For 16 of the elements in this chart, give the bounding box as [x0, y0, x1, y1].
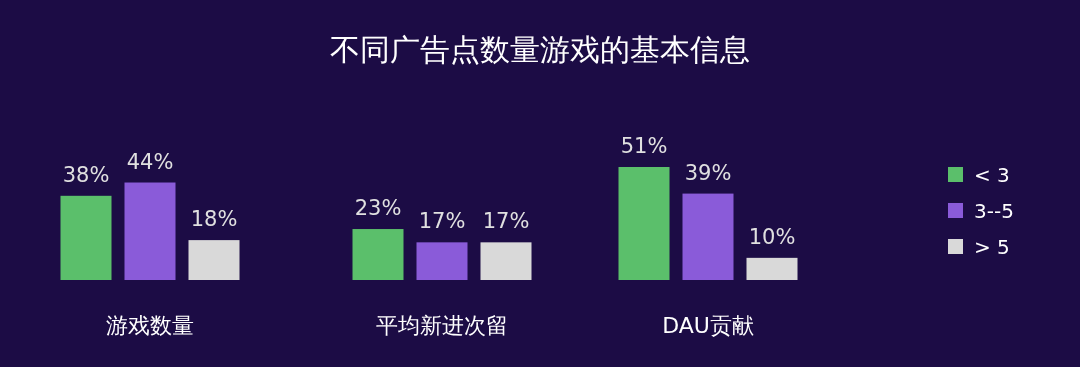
data-label: 44% — [126, 149, 174, 174]
data-label: 23% — [354, 196, 402, 221]
data-label: 38% — [62, 162, 110, 187]
x-tick-label: DAU贡献 — [662, 313, 754, 338]
x-tick-label: 游戏数量 — [106, 313, 194, 338]
title: 不同广告点数量游戏的基本信息 — [330, 32, 750, 67]
legend-label: < 3 — [974, 163, 1010, 187]
data-label: 10% — [748, 224, 796, 249]
legend-label: > 5 — [974, 235, 1010, 259]
data-label: 39% — [684, 160, 732, 185]
data-label: 18% — [190, 207, 238, 232]
data-label: 17% — [418, 209, 466, 234]
legend-label: 3--5 — [974, 199, 1014, 223]
x-tick-label: 平均新进次留 — [376, 313, 508, 338]
data-label: 51% — [620, 134, 668, 158]
data-label: 17% — [482, 209, 530, 234]
